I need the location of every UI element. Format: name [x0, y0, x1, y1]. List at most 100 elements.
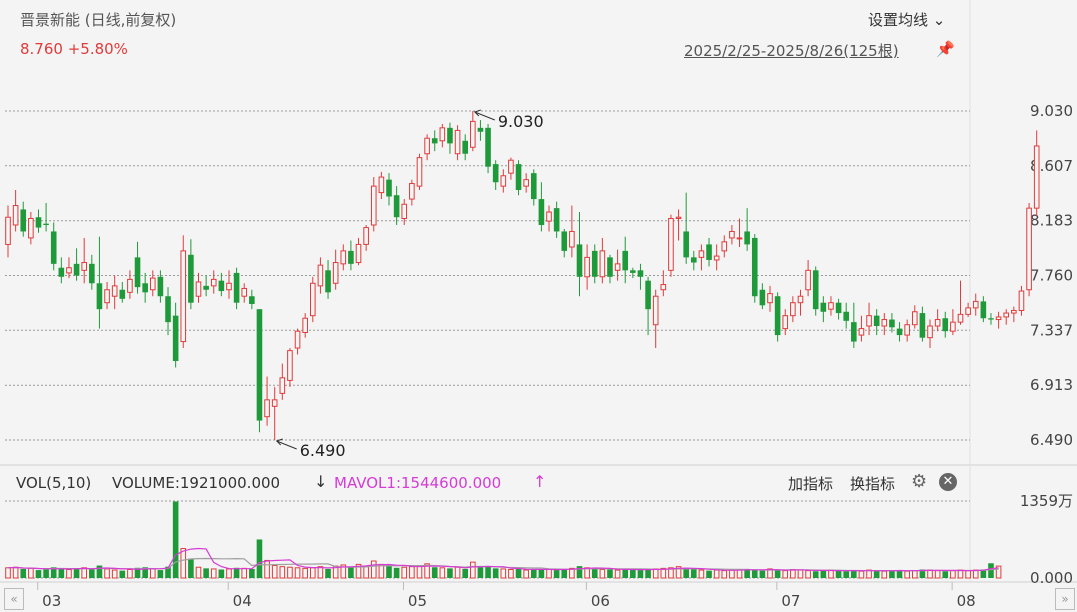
- close-icon[interactable]: ✕: [939, 473, 957, 491]
- volume-tick-label: 1359万: [1020, 492, 1073, 510]
- candle-body: [287, 350, 293, 381]
- volume-bar: [89, 569, 95, 578]
- volume-bar: [957, 569, 964, 579]
- candle-body: [782, 315, 789, 330]
- candle-body: [89, 263, 95, 284]
- volume-bar: [599, 569, 606, 579]
- candle-body: [485, 127, 491, 167]
- price-tick-label: 6.490: [1030, 431, 1073, 449]
- volume-bar: [546, 569, 552, 579]
- candle-body: [241, 287, 248, 297]
- volume-bar: [698, 569, 705, 579]
- candle-body: [873, 315, 880, 327]
- candle-body: [828, 302, 834, 310]
- volume-bar: [675, 566, 682, 579]
- price-tick-label: 8.607: [1030, 157, 1073, 175]
- volume-bar: [835, 570, 842, 578]
- candle-body: [995, 316, 1002, 321]
- volume-bar: [58, 568, 65, 578]
- candle-body: [660, 284, 667, 291]
- volume-bar: [43, 569, 49, 578]
- candle-body: [934, 319, 941, 327]
- candle-body: [96, 283, 103, 310]
- candle-body: [363, 227, 369, 245]
- candle-body: [767, 293, 773, 304]
- volume-bar: [218, 569, 225, 578]
- volume-bar: [896, 570, 903, 578]
- candle-body: [645, 280, 651, 310]
- candle-body: [462, 140, 468, 154]
- volume-bar: [470, 561, 476, 579]
- volume-bar: [591, 568, 598, 578]
- scroll-right-button[interactable]: »: [1055, 588, 1075, 610]
- candle-body: [195, 281, 202, 297]
- candle-body: [919, 313, 926, 338]
- date-range[interactable]: 2025/2/25-2025/8/26(125根): [684, 42, 899, 60]
- candle-body: [630, 270, 636, 273]
- volume-bar: [264, 559, 270, 579]
- price-change: 8.760 +5.80%: [20, 40, 128, 58]
- volume-bar: [317, 566, 324, 579]
- candle-body: [508, 159, 514, 174]
- volume-bar: [934, 570, 941, 579]
- candle-body: [157, 276, 164, 297]
- candle-body: [515, 164, 522, 191]
- price-tick-label: 7.760: [1030, 267, 1073, 285]
- candle-body: [889, 319, 895, 328]
- candle-body: [591, 250, 598, 277]
- x-tick-label: 03: [42, 592, 61, 610]
- candle-body: [851, 322, 857, 342]
- candle-body: [881, 319, 888, 327]
- candle-body: [431, 138, 438, 144]
- volume-bar: [66, 569, 72, 579]
- volume-bar: [965, 570, 971, 579]
- mavol1-arrow: ↑: [533, 472, 547, 491]
- annotation-arrow: [276, 440, 297, 450]
- add-indicator-button[interactable]: 加指标: [788, 475, 834, 493]
- volume-bar: [668, 567, 674, 579]
- candle-body: [911, 311, 918, 326]
- candle-body: [226, 282, 232, 291]
- switch-indicator-button[interactable]: 换指标: [850, 475, 896, 493]
- candle-body: [706, 244, 712, 260]
- candle-body: [492, 164, 499, 183]
- volume-bar: [409, 566, 415, 579]
- candle-body: [904, 324, 910, 336]
- candle-body: [264, 399, 270, 418]
- volume-bar: [241, 567, 248, 579]
- candle-body: [988, 318, 994, 320]
- candle-body: [759, 289, 766, 306]
- volume-bar: [812, 571, 819, 578]
- volume-bar: [370, 560, 377, 579]
- volume-bar: [828, 569, 834, 579]
- candle-body: [698, 250, 705, 258]
- volume-bar: [569, 567, 575, 579]
- volume-bar: [630, 569, 636, 578]
- candle-body: [416, 157, 423, 187]
- pin-icon[interactable]: 📌: [936, 40, 955, 58]
- candle-body: [104, 289, 110, 304]
- candle-body: [858, 328, 865, 336]
- volume-bar: [660, 567, 667, 579]
- candle-body: [538, 199, 545, 225]
- candle-body: [66, 267, 72, 274]
- scroll-left-button[interactable]: «: [4, 588, 24, 610]
- volume-bar: [165, 566, 171, 578]
- volume-bar: [713, 569, 720, 579]
- volume-bar: [5, 567, 11, 579]
- volume-bar: [820, 570, 827, 578]
- mavol1-line: [7, 547, 999, 572]
- volume-bar: [157, 570, 164, 578]
- ma-setting-button[interactable]: 设置均线 ⌄: [868, 9, 945, 30]
- candle-body: [1003, 312, 1010, 318]
- gear-icon[interactable]: ⚙: [911, 471, 928, 492]
- volume-bar: [355, 563, 362, 579]
- volume-bar: [439, 567, 446, 579]
- candle-body: [119, 289, 126, 299]
- annotation-arrowhead: [275, 438, 283, 446]
- volume-bar: [751, 570, 758, 578]
- ma-setting-label: 设置均线: [868, 11, 929, 29]
- candle-body: [20, 209, 27, 232]
- x-tick-label: 07: [781, 592, 800, 610]
